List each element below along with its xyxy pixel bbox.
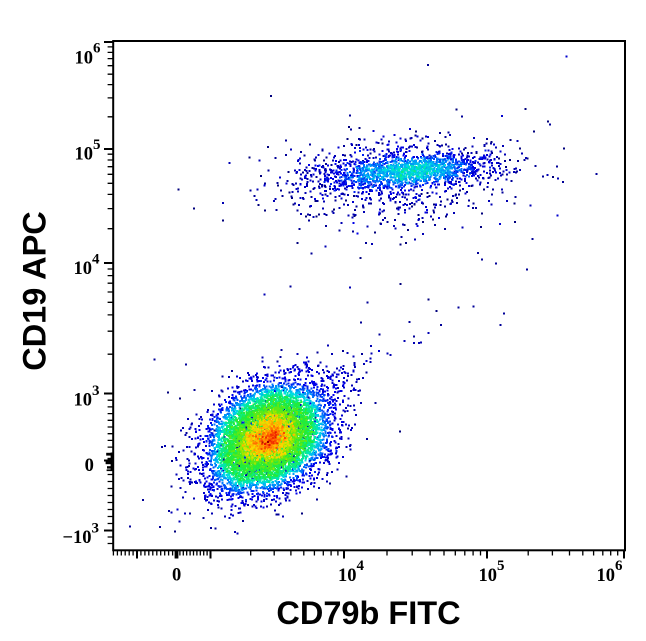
svg-text:CD19 APC: CD19 APC — [17, 211, 53, 371]
svg-text:0: 0 — [172, 566, 181, 586]
svg-text:CD79b FITC: CD79b FITC — [276, 595, 460, 631]
svg-text:0: 0 — [85, 456, 94, 476]
